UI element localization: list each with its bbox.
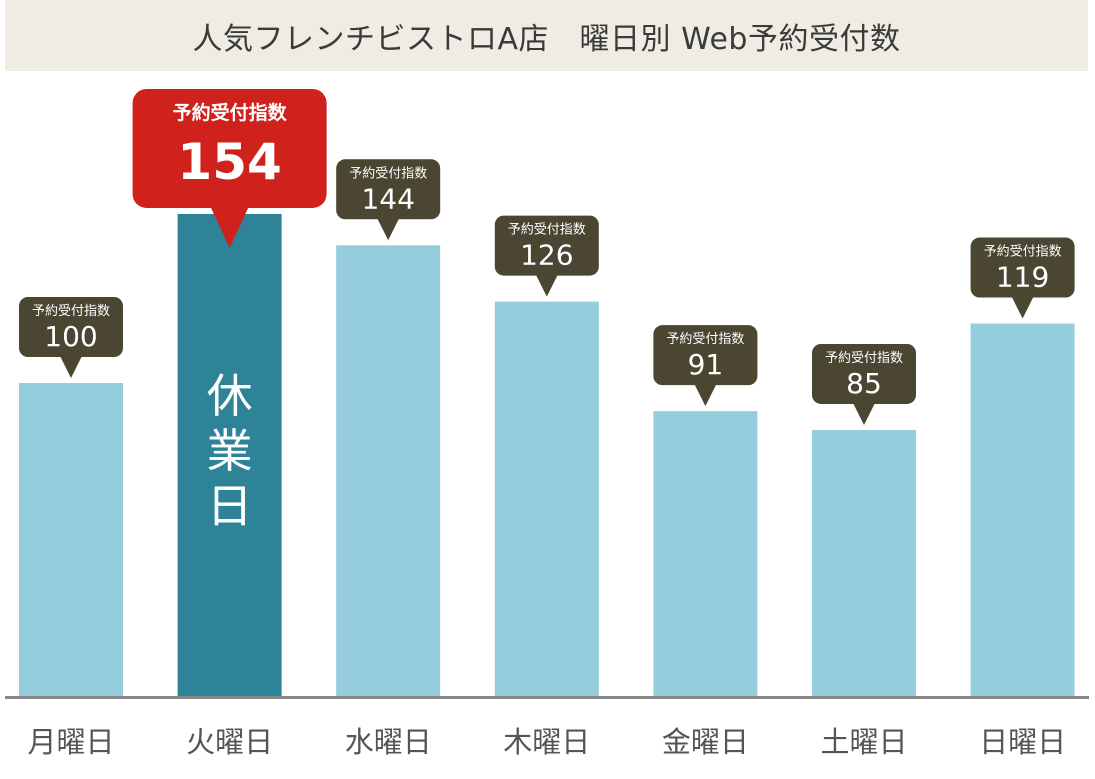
- tick-label-3: 木曜日: [503, 725, 590, 759]
- callout-box-0: [19, 297, 123, 357]
- callout-label-4: 予約受付指数: [666, 332, 744, 347]
- data-label-1: 154: [177, 133, 281, 191]
- closed-day-char-1: 業: [207, 424, 253, 478]
- callout-box-5: [812, 343, 916, 404]
- bar-5: [812, 429, 916, 696]
- callout-pointer-4: [694, 384, 717, 407]
- callout-label-5: 予約受付指数: [825, 351, 903, 366]
- tick-label-0: 月曜日: [27, 725, 114, 759]
- callout-box-3: [494, 215, 599, 276]
- callout-label-3: 予約受付指数: [508, 223, 586, 238]
- data-label-2: 144: [361, 182, 414, 215]
- bar-1: [177, 213, 282, 697]
- callout-pointer-3: [535, 274, 558, 297]
- data-label-5: 85: [846, 367, 882, 400]
- callout-pointer-2: [377, 218, 400, 241]
- data-label-0: 100: [44, 320, 97, 353]
- callout-box-4: [653, 325, 758, 386]
- chart-title: 人気フレンチビストロA店 曜日別 Web予約受付数: [192, 21, 901, 57]
- tick-label-5: 土曜日: [820, 725, 907, 759]
- callout-label-2: 予約受付指数: [349, 166, 427, 181]
- data-label-4: 91: [688, 348, 724, 381]
- tick-label-6: 日曜日: [979, 725, 1066, 759]
- callout-pointer-0: [60, 356, 82, 378]
- callout-box-6: [970, 237, 1075, 298]
- bar-2: [336, 245, 441, 696]
- closed-day-char-2: 日: [207, 479, 253, 533]
- tick-label-1: 火曜日: [186, 725, 273, 759]
- bar-0: [19, 383, 123, 696]
- callout-box-1: [132, 88, 327, 208]
- bar-4: [653, 411, 758, 696]
- callout-label-0: 予約受付指数: [32, 304, 110, 319]
- tick-label-4: 金曜日: [662, 725, 749, 759]
- data-label-3: 126: [520, 239, 573, 272]
- callout-pointer-1: [210, 206, 249, 248]
- callout-pointer-5: [853, 402, 875, 425]
- callout-label-1: 予約受付指数: [173, 101, 288, 124]
- callout-pointer-6: [1011, 296, 1034, 319]
- callout-box-2: [336, 159, 441, 220]
- x-axis-line: [5, 696, 1089, 699]
- bar-6: [970, 323, 1075, 696]
- bar-3: [494, 301, 599, 696]
- closed-day-char-0: 休: [207, 369, 253, 423]
- callout-label-6: 予約受付指数: [984, 245, 1062, 260]
- data-label-6: 119: [996, 261, 1049, 294]
- chart-title-bar: 人気フレンチビストロA店 曜日別 Web予約受付数: [5, 0, 1088, 71]
- tick-label-2: 水曜日: [345, 725, 432, 759]
